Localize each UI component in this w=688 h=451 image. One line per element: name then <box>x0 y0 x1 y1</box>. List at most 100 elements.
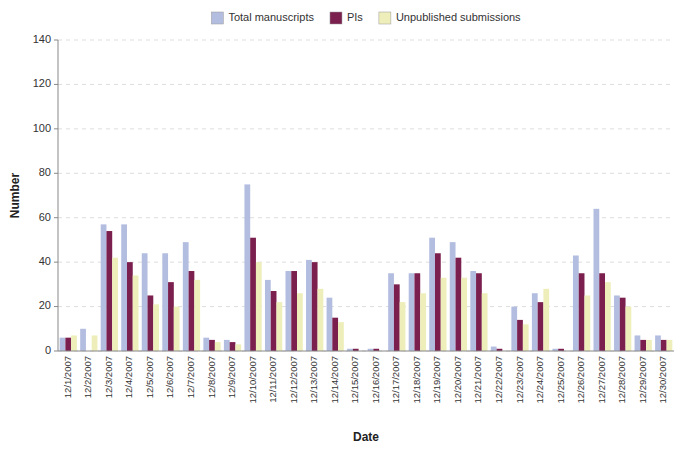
bar <box>614 295 620 351</box>
bar <box>605 282 611 351</box>
grid-line <box>58 173 674 174</box>
y-tick-label: 100 <box>33 122 51 134</box>
x-tick-label: 12/16/2007 <box>370 356 381 404</box>
x-tick-label: 12/21/2007 <box>472 356 483 404</box>
y-tick-label: 60 <box>39 211 51 223</box>
bar <box>209 340 215 351</box>
bar <box>327 298 333 351</box>
x-tick-label: 12/30/2007 <box>657 356 668 404</box>
legend-label: PIs <box>347 11 363 23</box>
bar <box>594 209 600 351</box>
grid <box>58 40 674 351</box>
x-tick-label: 12/6/2007 <box>164 356 175 398</box>
x-tick-label: 12/23/2007 <box>514 356 525 404</box>
x-tick-label: 12/3/2007 <box>103 356 114 398</box>
grid-line <box>58 262 674 263</box>
bar <box>189 271 195 351</box>
legend-item: Total manuscripts <box>211 11 314 24</box>
y-axis: 020406080100120140 <box>33 33 58 356</box>
y-tick <box>54 173 58 174</box>
bar <box>306 260 312 351</box>
x-tick-label: 12/1/2007 <box>62 356 73 398</box>
bar <box>92 335 98 351</box>
bar <box>265 280 271 351</box>
legend-swatch <box>211 12 223 24</box>
y-tick-label: 140 <box>33 33 51 45</box>
bar <box>400 302 406 351</box>
bar <box>65 338 71 351</box>
bar <box>470 271 476 351</box>
y-tick <box>54 262 58 263</box>
bar <box>80 329 86 351</box>
bar <box>517 320 523 351</box>
bars <box>60 184 673 351</box>
bar <box>646 340 652 351</box>
bar <box>121 224 127 351</box>
x-tick-label: 12/10/2007 <box>247 356 258 404</box>
bar <box>626 307 632 351</box>
bar <box>409 273 415 351</box>
x-axis: 12/1/2007 12/2/2007 12/3/2007 12/4/2007 12/5… <box>62 356 668 404</box>
x-tick-label: 12/29/2007 <box>637 356 648 404</box>
bar <box>532 293 538 351</box>
bar <box>420 293 426 351</box>
bar <box>230 342 236 351</box>
x-tick-label: 12/14/2007 <box>329 356 340 404</box>
bar <box>482 293 488 351</box>
x-tick-label: 12/25/2007 <box>555 356 566 404</box>
bar <box>584 295 590 351</box>
bar <box>112 258 118 351</box>
bar <box>71 335 77 351</box>
bar <box>450 242 456 351</box>
bar <box>332 318 338 351</box>
grid-line <box>58 351 674 352</box>
bar <box>286 271 292 351</box>
grid-line <box>58 128 674 129</box>
bar <box>435 253 441 351</box>
bar <box>511 307 517 351</box>
x-tick-label: 12/20/2007 <box>452 356 463 404</box>
bar <box>461 278 467 351</box>
y-tick-label: 0 <box>45 344 51 356</box>
legend-label: Total manuscripts <box>228 11 314 23</box>
bar <box>523 324 529 351</box>
bar <box>491 347 497 351</box>
bar <box>476 273 482 351</box>
bar <box>635 335 641 351</box>
bar <box>60 338 66 351</box>
y-tick-label: 80 <box>39 166 51 178</box>
x-tick-label: 12/28/2007 <box>616 356 627 404</box>
bar <box>153 304 159 351</box>
x-tick-label: 12/5/2007 <box>144 356 155 398</box>
bar <box>203 338 209 351</box>
bar <box>276 302 282 351</box>
bar <box>101 224 107 351</box>
legend-swatch <box>330 12 342 24</box>
bar <box>661 340 667 351</box>
bar <box>456 258 462 351</box>
x-tick-label: 12/4/2007 <box>123 356 134 398</box>
bar <box>388 273 394 351</box>
x-tick-label: 12/8/2007 <box>206 356 217 398</box>
x-tick-label: 12/12/2007 <box>288 356 299 404</box>
y-tick <box>54 40 58 41</box>
bar <box>127 262 133 351</box>
legend-label: Unpublished submissions <box>396 11 521 23</box>
bar <box>318 289 324 351</box>
bar <box>655 335 661 351</box>
y-tick-label: 40 <box>39 255 51 267</box>
y-tick-label: 20 <box>39 299 51 311</box>
bar <box>394 284 400 351</box>
bar <box>599 273 605 351</box>
x-tick-label: 12/13/2007 <box>308 356 319 404</box>
bar <box>538 302 544 351</box>
x-tick-label: 12/7/2007 <box>185 356 196 398</box>
chart: 02040608010012014012/1/200712/2/200712/3… <box>0 0 688 451</box>
bar <box>244 184 250 351</box>
bar <box>168 282 174 351</box>
x-tick-label: 12/15/2007 <box>349 356 360 404</box>
x-tick-label: 12/2/2007 <box>82 356 93 398</box>
x-tick-label: 12/17/2007 <box>390 356 401 404</box>
bar <box>414 273 420 351</box>
y-axis-title: Number <box>8 173 22 219</box>
